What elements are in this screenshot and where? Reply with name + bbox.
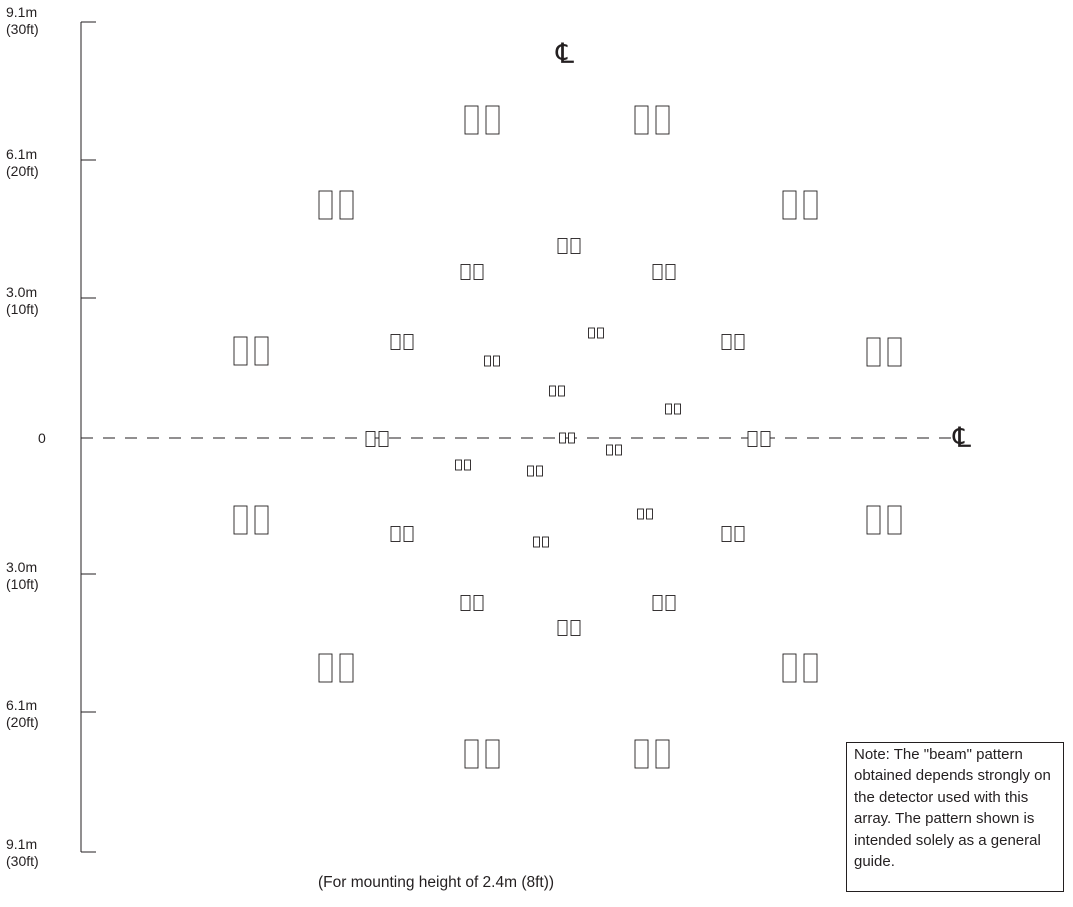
beam-zone-segment <box>403 526 414 542</box>
scale-label-zero: 0 <box>38 430 46 446</box>
beam-zone-segment <box>460 264 471 280</box>
beam-zone-segment <box>464 459 471 471</box>
beam-zone-segment <box>390 526 401 542</box>
beam-zone-segment <box>615 444 622 456</box>
beam-zone-segment <box>588 327 595 339</box>
beam-zone-segment <box>464 739 479 769</box>
scale-label-top-3m: 3.0m (10ft) <box>6 284 39 317</box>
beam-zone-segment <box>634 105 649 135</box>
beam-zone-segment <box>254 336 269 366</box>
beam-zone-segment <box>485 739 500 769</box>
beam-zone-segment <box>484 355 491 367</box>
beam-zone-segment <box>803 190 818 220</box>
beam-zone-segment <box>485 105 500 135</box>
beam-zone-segment <box>637 508 644 520</box>
beam-zone-segment <box>558 385 565 397</box>
beam-zone-segment <box>318 190 333 220</box>
beam-zone-segment <box>646 508 653 520</box>
beam-zone-segment <box>665 595 676 611</box>
beam-zone-segment <box>460 595 471 611</box>
beam-zone-segment <box>674 403 681 415</box>
beam-zone-segment <box>318 653 333 683</box>
beam-zone-segment <box>887 337 902 367</box>
beam-zone-segment <box>568 432 575 444</box>
beam-zone-segment <box>549 385 556 397</box>
beam-zone-segment <box>665 403 672 415</box>
beam-zone-segment <box>403 334 414 350</box>
beam-zone-segment <box>634 739 649 769</box>
beam-zone-segment <box>559 432 566 444</box>
beam-zone-segment <box>655 105 670 135</box>
beam-zone-segment <box>455 459 462 471</box>
scale-label-bottom-9m: 9.1m (30ft) <box>6 836 39 869</box>
beam-zone-segment <box>734 526 745 542</box>
beam-zone-segment <box>473 595 484 611</box>
beam-zone-segment <box>803 653 818 683</box>
note-box: Note: The "beam" pattern obtained depend… <box>846 742 1064 892</box>
scale-label-bottom-6m: 6.1m (20ft) <box>6 697 39 730</box>
beam-zone-segment <box>721 526 732 542</box>
beam-zone-segment <box>557 620 568 636</box>
beam-zone-segment <box>887 505 902 535</box>
beam-zone-segment <box>390 334 401 350</box>
beam-zone-segment <box>570 620 581 636</box>
beam-zone-segment <box>536 465 543 477</box>
beam-zone-segment <box>473 264 484 280</box>
beam-zone-segment <box>597 327 604 339</box>
beam-zone-segment <box>557 238 568 254</box>
beam-zone-segment <box>365 431 376 447</box>
beam-zone-segment <box>665 264 676 280</box>
beam-zone-segment <box>533 536 540 548</box>
beam-zone-segment <box>339 190 354 220</box>
mounting-height-caption: (For mounting height of 2.4m (8ft)) <box>318 874 555 891</box>
centerline-symbol-right: ℄ <box>953 421 971 454</box>
beam-zone-segment <box>866 505 881 535</box>
centerline-symbol-top: ℄ <box>556 37 574 70</box>
scale-label-bottom-3m: 3.0m (10ft) <box>6 559 39 592</box>
beam-zone-segment <box>527 465 534 477</box>
scale-label-top-9m: 9.1m (30ft) <box>6 4 39 37</box>
beam-zone-segment <box>464 105 479 135</box>
beam-zone-segment <box>570 238 581 254</box>
beam-zone-segment <box>782 653 797 683</box>
beam-zone-segment <box>233 336 248 366</box>
scale-label-top-6m: 6.1m (20ft) <box>6 146 39 179</box>
beam-zone-segment <box>339 653 354 683</box>
beam-zone-segment <box>721 334 732 350</box>
beam-zone-segment <box>782 190 797 220</box>
beam-zone-segment <box>493 355 500 367</box>
beam-zone-segment <box>652 264 663 280</box>
beam-zone-segment <box>542 536 549 548</box>
beam-zone-segment <box>652 595 663 611</box>
beam-zone-segment <box>233 505 248 535</box>
beam-zone-segment <box>760 431 771 447</box>
beam-zones <box>233 105 902 769</box>
beam-zone-segment <box>655 739 670 769</box>
beam-zone-segment <box>866 337 881 367</box>
beam-zone-segment <box>747 431 758 447</box>
beam-zone-segment <box>378 431 389 447</box>
beam-zone-segment <box>606 444 613 456</box>
beam-zone-segment <box>254 505 269 535</box>
beam-zone-segment <box>734 334 745 350</box>
